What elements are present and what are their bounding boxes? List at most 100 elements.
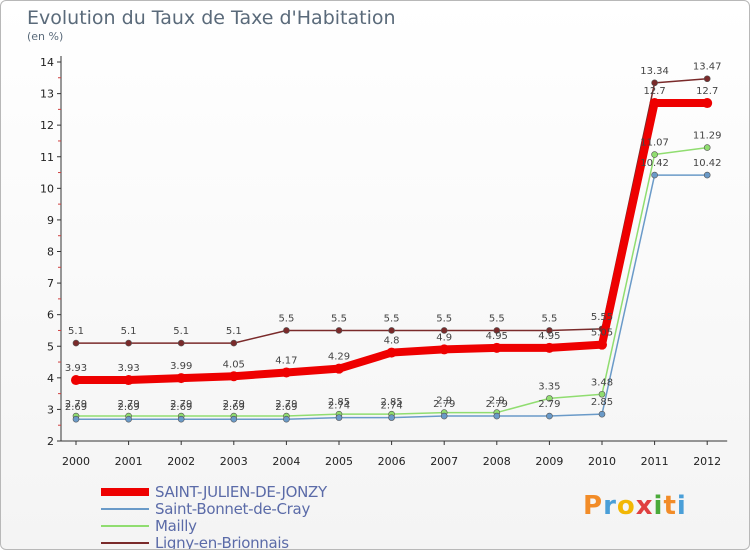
data-label: 2.79 bbox=[223, 399, 245, 410]
data-label: 2.9 bbox=[489, 396, 505, 407]
x-tick-label: 2010 bbox=[588, 455, 616, 468]
data-label: 2.74 bbox=[328, 401, 350, 412]
data-label: 4.29 bbox=[328, 352, 350, 363]
logo-letter: i bbox=[676, 491, 687, 521]
data-point bbox=[230, 339, 238, 347]
data-point bbox=[72, 339, 80, 347]
legend-swatch bbox=[101, 541, 149, 544]
x-tick-label: 2011 bbox=[641, 455, 669, 468]
x-tick-label: 2007 bbox=[430, 455, 458, 468]
data-point bbox=[493, 327, 501, 334]
data-point bbox=[72, 415, 80, 423]
data-label: 3.93 bbox=[65, 363, 87, 374]
data-point bbox=[439, 344, 450, 355]
data-point bbox=[703, 171, 711, 179]
data-label: 2.69 bbox=[223, 402, 245, 413]
data-point bbox=[386, 347, 397, 358]
data-point bbox=[281, 367, 292, 378]
data-point bbox=[703, 144, 711, 151]
legend-item: Saint-Bonnet-de-Cray bbox=[101, 499, 327, 518]
data-point bbox=[283, 415, 290, 423]
logo-letter: r bbox=[603, 491, 617, 521]
data-label: 4.17 bbox=[275, 355, 297, 366]
data-label: 2.69 bbox=[275, 402, 297, 413]
data-label: 5.1 bbox=[121, 326, 137, 337]
data-label: 4.95 bbox=[486, 331, 508, 342]
data-point bbox=[544, 342, 555, 353]
data-point bbox=[230, 415, 238, 423]
data-label: 13.47 bbox=[693, 62, 722, 73]
proxiti-logo: Proxiti bbox=[583, 491, 687, 521]
data-point bbox=[125, 339, 132, 347]
data-point bbox=[649, 98, 660, 109]
data-label: 2.85 bbox=[380, 397, 402, 408]
data-label: 5.5 bbox=[541, 313, 557, 324]
x-tick-label: 2012 bbox=[693, 455, 721, 468]
data-label: 5.5 bbox=[489, 313, 505, 324]
data-point bbox=[176, 373, 187, 384]
data-label: 4.9 bbox=[436, 332, 452, 343]
data-label: 2.79 bbox=[433, 399, 455, 410]
data-label: 2.69 bbox=[117, 402, 139, 413]
y-tick-label: 5 bbox=[47, 340, 54, 353]
series-layer bbox=[71, 75, 713, 423]
data-point bbox=[335, 327, 343, 334]
y-tick-label: 2 bbox=[47, 435, 54, 448]
data-labels-layer: 5.1 5.1 5.1 5.1 5.5 5.5 5.5 5.5 5.5 5.5 5.55 13.34 1… bbox=[65, 62, 722, 413]
x-tick-label: 2005 bbox=[325, 455, 353, 468]
data-point bbox=[598, 410, 606, 418]
data-label: 11.29 bbox=[693, 131, 722, 142]
data-point bbox=[546, 412, 553, 420]
y-tick-label: 12 bbox=[40, 119, 54, 132]
data-label: 2.69 bbox=[170, 402, 192, 413]
legend: SAINT-JULIEN-DE-JONZY Saint-Bonnet-de-Cr… bbox=[101, 483, 327, 550]
data-label: 4.95 bbox=[538, 331, 560, 342]
data-label: 5.1 bbox=[226, 326, 242, 337]
data-label: 5.5 bbox=[278, 313, 294, 324]
data-label: 3.99 bbox=[170, 361, 192, 372]
data-point bbox=[123, 375, 134, 386]
y-tick-label: 6 bbox=[47, 309, 54, 322]
data-point bbox=[703, 75, 711, 83]
data-point bbox=[651, 79, 658, 87]
legend-label: Ligny-en-Brionnais bbox=[155, 533, 289, 550]
data-point bbox=[283, 327, 290, 334]
x-tick-label: 2001 bbox=[115, 455, 143, 468]
data-label: 2.79 bbox=[170, 399, 192, 410]
y-tick-label: 9 bbox=[47, 214, 54, 227]
data-point bbox=[491, 342, 502, 353]
x-tick-label: 2008 bbox=[483, 455, 511, 468]
data-point bbox=[125, 415, 132, 423]
y-tick-label: 10 bbox=[40, 182, 54, 195]
data-point bbox=[493, 412, 501, 420]
data-label: 5.5 bbox=[436, 313, 452, 324]
data-label: 4.8 bbox=[384, 336, 400, 347]
legend-swatch bbox=[101, 524, 149, 527]
logo-letter: P bbox=[583, 491, 604, 521]
data-label: 4.05 bbox=[223, 359, 245, 370]
x-tick-label: 2002 bbox=[167, 455, 195, 468]
data-point bbox=[546, 395, 553, 402]
data-label: 3.35 bbox=[538, 381, 560, 392]
y-tick-label: 11 bbox=[40, 151, 54, 164]
data-label: 2.74 bbox=[380, 401, 402, 412]
data-point bbox=[71, 375, 81, 386]
y-tick-label: 13 bbox=[40, 88, 54, 101]
chart-title: Evolution du Taux de Taxe d'Habitation bbox=[27, 7, 396, 29]
legend-label: Saint-Bonnet-de-Cray bbox=[155, 499, 311, 518]
data-label: 2.79 bbox=[117, 399, 139, 410]
data-label: 12.7 bbox=[696, 86, 718, 97]
data-point bbox=[597, 339, 607, 350]
data-label: 5.05 bbox=[591, 328, 613, 339]
data-point bbox=[334, 363, 344, 374]
x-tick-label: 2004 bbox=[272, 455, 300, 468]
unit-label: (en %) bbox=[27, 30, 64, 43]
x-tick-label: 2006 bbox=[378, 455, 406, 468]
data-label: 5.5 bbox=[331, 313, 347, 324]
data-label: 5.55 bbox=[591, 312, 613, 323]
legend-item: Ligny-en-Brionnais bbox=[101, 533, 327, 550]
legend-item: Mailly bbox=[101, 517, 327, 535]
legend-swatch bbox=[101, 507, 149, 510]
